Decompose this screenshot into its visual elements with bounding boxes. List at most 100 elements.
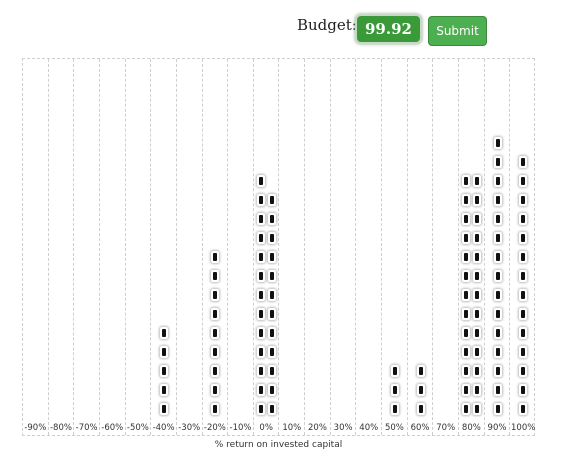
chip-token[interactable] [519, 232, 528, 244]
bin-neg10pct[interactable]: -10% [228, 59, 254, 435]
chip-token[interactable] [519, 251, 528, 263]
bin-neg90pct[interactable]: -90% [23, 59, 49, 435]
chip-token[interactable] [211, 308, 220, 320]
chip-token[interactable] [462, 308, 471, 320]
bin-70pct[interactable]: 70% [433, 59, 460, 435]
chip-token[interactable] [462, 194, 471, 206]
chip-token[interactable] [493, 194, 502, 206]
chip-token[interactable] [493, 175, 502, 187]
chip-token[interactable] [257, 346, 266, 358]
bin-neg80pct[interactable]: -80% [49, 59, 75, 435]
bin-90pct[interactable]: 90% [485, 59, 511, 435]
chip-token[interactable] [160, 403, 169, 415]
bin-0pct[interactable]: 0% [254, 59, 280, 435]
chip-token[interactable] [519, 327, 528, 339]
chip-token[interactable] [462, 346, 471, 358]
chip-token[interactable] [493, 327, 502, 339]
bin-20pct[interactable]: 20% [305, 59, 331, 435]
chip-token[interactable] [473, 213, 482, 225]
chip-token[interactable] [519, 270, 528, 282]
chip-token[interactable] [473, 175, 482, 187]
bin-10pct[interactable]: 10% [280, 59, 306, 435]
chip-token[interactable] [462, 213, 471, 225]
chip-token[interactable] [519, 289, 528, 301]
chip-token[interactable] [473, 251, 482, 263]
chip-token[interactable] [493, 289, 502, 301]
chip-token[interactable] [473, 327, 482, 339]
chip-token[interactable] [268, 270, 277, 282]
chip-token[interactable] [416, 384, 425, 396]
chip-token[interactable] [473, 346, 482, 358]
chip-token[interactable] [493, 384, 502, 396]
chip-token[interactable] [257, 175, 266, 187]
chip-token[interactable] [257, 308, 266, 320]
chip-token[interactable] [268, 308, 277, 320]
chip-token[interactable] [211, 346, 220, 358]
chip-token[interactable] [268, 289, 277, 301]
chip-token[interactable] [493, 156, 502, 168]
chip-token[interactable] [268, 365, 277, 377]
bin-40pct[interactable]: 40% [356, 59, 383, 435]
bin-neg20pct[interactable]: -20% [203, 59, 229, 435]
chip-token[interactable] [462, 270, 471, 282]
chip-token[interactable] [519, 365, 528, 377]
bin-neg50pct[interactable]: -50% [126, 59, 152, 435]
chip-token[interactable] [390, 384, 399, 396]
chip-token[interactable] [493, 346, 502, 358]
chip-token[interactable] [473, 384, 482, 396]
chip-token[interactable] [268, 403, 277, 415]
chip-token[interactable] [211, 403, 220, 415]
chip-token[interactable] [257, 213, 266, 225]
bin-neg40pct[interactable]: -40% [151, 59, 177, 435]
chip-token[interactable] [473, 232, 482, 244]
chip-token[interactable] [257, 194, 266, 206]
chip-token[interactable] [211, 327, 220, 339]
chip-token[interactable] [416, 403, 425, 415]
chip-token[interactable] [462, 384, 471, 396]
chip-token[interactable] [257, 232, 266, 244]
chip-token[interactable] [160, 384, 169, 396]
chip-token[interactable] [462, 403, 471, 415]
chip-token[interactable] [493, 251, 502, 263]
chip-token[interactable] [493, 213, 502, 225]
chip-token[interactable] [519, 156, 528, 168]
chip-token[interactable] [257, 365, 266, 377]
chip-token[interactable] [473, 289, 482, 301]
chip-token[interactable] [473, 403, 482, 415]
chip-token[interactable] [493, 270, 502, 282]
chip-token[interactable] [519, 194, 528, 206]
chip-token[interactable] [211, 270, 220, 282]
chip-token[interactable] [160, 346, 169, 358]
chip-token[interactable] [257, 270, 266, 282]
chip-token[interactable] [268, 327, 277, 339]
chip-token[interactable] [268, 213, 277, 225]
chip-token[interactable] [473, 365, 482, 377]
chip-token[interactable] [473, 270, 482, 282]
chip-token[interactable] [519, 403, 528, 415]
chip-token[interactable] [268, 384, 277, 396]
chip-token[interactable] [462, 232, 471, 244]
chip-token[interactable] [160, 327, 169, 339]
chip-token[interactable] [462, 289, 471, 301]
chip-token[interactable] [462, 175, 471, 187]
chip-token[interactable] [473, 194, 482, 206]
chip-token[interactable] [493, 232, 502, 244]
chip-token[interactable] [473, 308, 482, 320]
chip-token[interactable] [268, 194, 277, 206]
chip-token[interactable] [257, 384, 266, 396]
chip-token[interactable] [211, 384, 220, 396]
chip-token[interactable] [257, 251, 266, 263]
chip-token[interactable] [462, 327, 471, 339]
chip-token[interactable] [257, 289, 266, 301]
chip-token[interactable] [493, 403, 502, 415]
chip-token[interactable] [268, 346, 277, 358]
submit-button[interactable]: Submit [428, 16, 487, 46]
chip-token[interactable] [519, 213, 528, 225]
chip-token[interactable] [257, 403, 266, 415]
chip-token[interactable] [462, 251, 471, 263]
bin-80pct[interactable]: 80% [459, 59, 485, 435]
chip-token[interactable] [211, 251, 220, 263]
chip-token[interactable] [519, 384, 528, 396]
bin-neg70pct[interactable]: -70% [74, 59, 100, 435]
chip-token[interactable] [462, 365, 471, 377]
